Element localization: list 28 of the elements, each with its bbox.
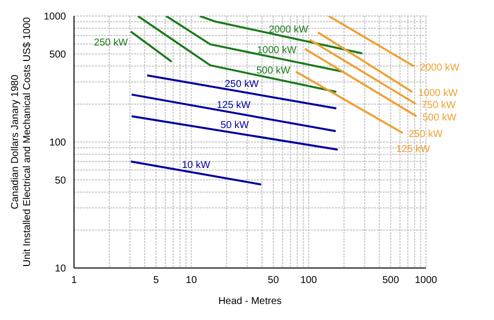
x-tick-label: 10 [186, 275, 198, 286]
x-tick-label: 100 [300, 275, 318, 286]
x-tick-label: 50 [268, 275, 280, 286]
x-tick-label: 1000 [414, 275, 438, 286]
series-label: 500 kW [256, 66, 291, 77]
y-tick-label: 500 [49, 49, 66, 60]
x-tick-label: 1 [71, 275, 78, 286]
x-tick-label: 500 [382, 275, 400, 286]
series-label: 1000 kW [257, 45, 298, 56]
y-tick-label: 50 [54, 175, 66, 186]
annotation: 125 kW [396, 144, 431, 156]
series-label: 250 kW [224, 78, 260, 90]
y-tick-label: 1000 [44, 12, 66, 23]
series-label: 250 kW [94, 38, 128, 49]
x-tick-label: 5 [153, 275, 160, 286]
series-label: 500 kW [422, 112, 457, 124]
series-label: 1000 kW [418, 88, 458, 99]
y-tick-label: 10 [54, 264, 66, 275]
series-label: 2000 kW [268, 24, 309, 36]
series-label: 250 kW [408, 128, 444, 140]
series-label: 750 kW [422, 100, 456, 111]
y-axis-title: Canadian Dollars Janary 1980 Unit Installed Electrical and Mechanical Costs US$ 1000 [10, 16, 33, 267]
series-label: 2000 kW [420, 62, 460, 74]
series-label: 10 kW [182, 160, 211, 172]
series-label: 125 kW [216, 100, 252, 111]
y-tick-label: 100 [49, 138, 66, 149]
x-axis-title: Head - Metres [218, 296, 282, 307]
series-label: 50 kW [220, 120, 250, 131]
